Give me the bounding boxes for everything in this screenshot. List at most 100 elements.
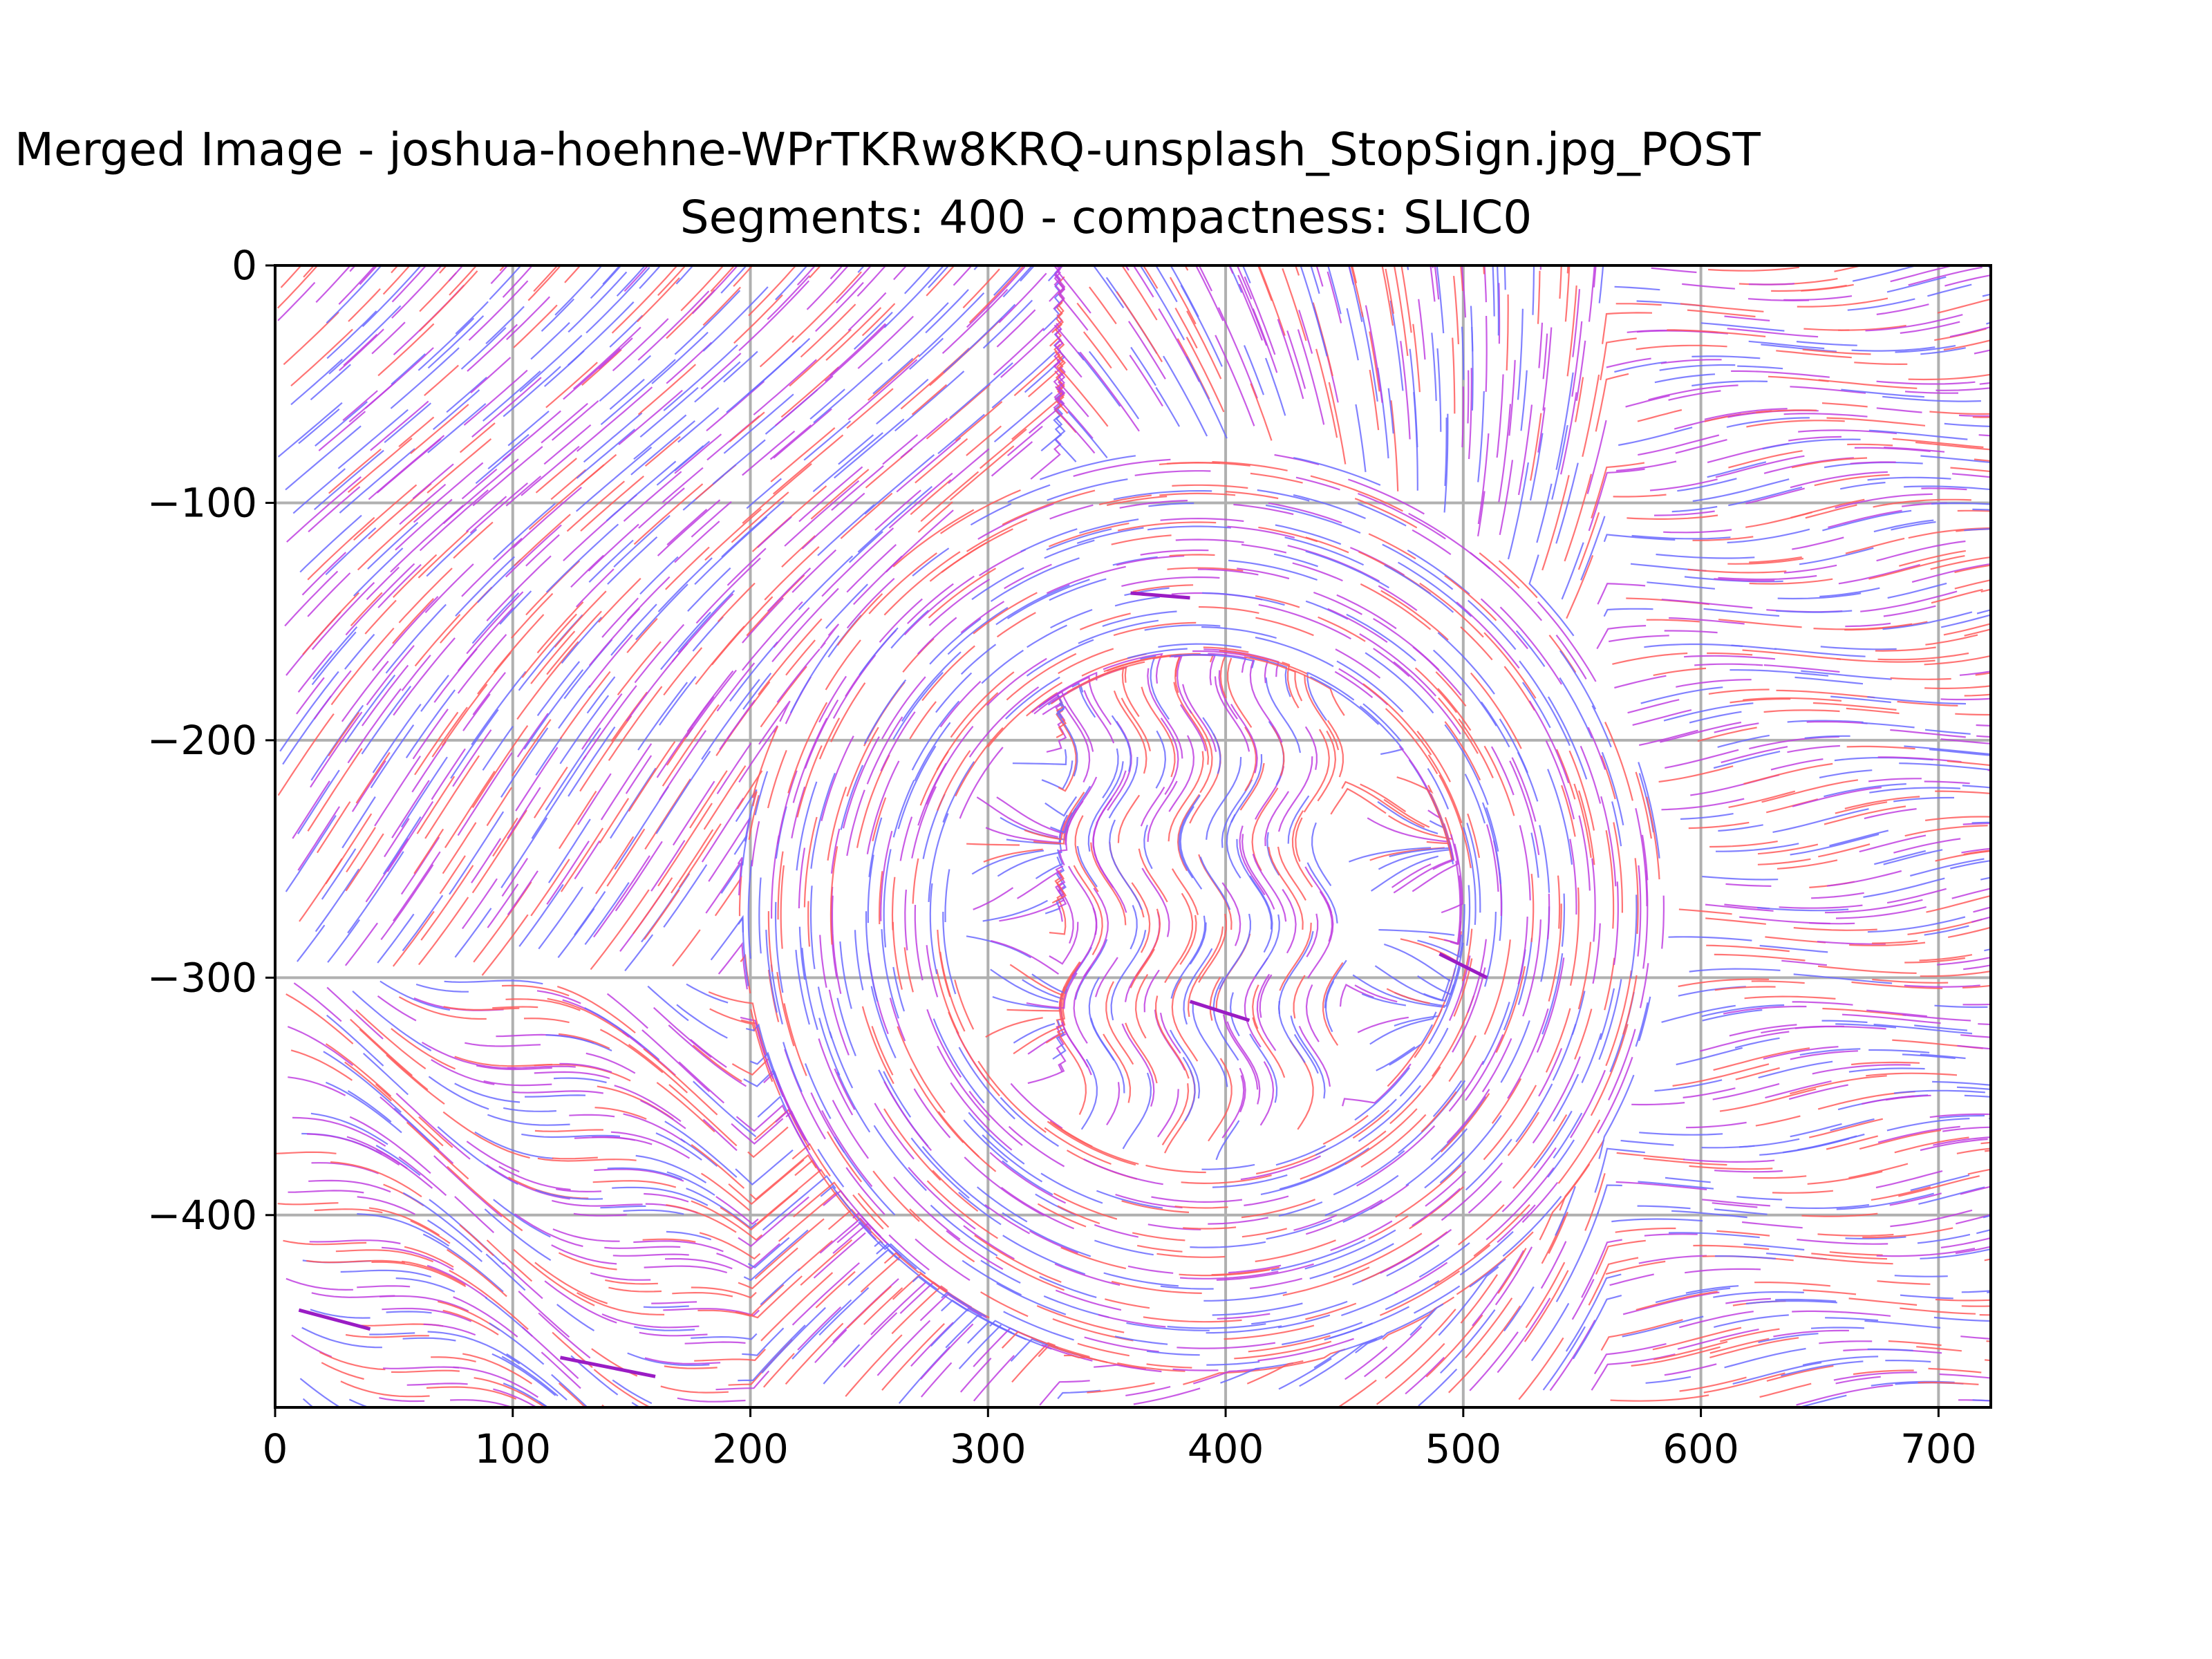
streamline — [618, 389, 683, 446]
streamline — [663, 1308, 760, 1317]
streamline — [428, 1076, 489, 1110]
streamline — [1613, 494, 1667, 498]
streamline — [1257, 489, 1310, 502]
streamline — [883, 1081, 932, 1152]
streamline — [1155, 730, 1167, 789]
streamline — [1904, 745, 1991, 756]
streamline — [1714, 1314, 1789, 1328]
streamline — [1727, 557, 1804, 565]
streamline — [1783, 564, 1837, 574]
streamline — [1250, 383, 1273, 441]
streamline — [697, 1284, 785, 1317]
streamline — [1538, 322, 1544, 368]
streamline — [1600, 988, 1615, 1040]
streamline — [1481, 701, 1510, 748]
streamline — [1713, 1291, 1804, 1298]
streamline — [610, 603, 657, 656]
streamline — [1829, 1251, 1883, 1256]
streamline — [1198, 606, 1259, 614]
streamline — [635, 1154, 707, 1184]
streamline — [1463, 827, 1477, 925]
streamline — [1198, 913, 1228, 983]
streamline — [1255, 1148, 1329, 1175]
streamline — [1470, 306, 1474, 352]
streamline — [1779, 904, 1863, 909]
streamline — [513, 304, 558, 348]
streamline — [948, 1011, 1000, 1097]
streamline — [383, 1183, 424, 1207]
streamline — [1664, 1363, 1717, 1376]
streamline — [1593, 1343, 1667, 1375]
streamline — [601, 1313, 700, 1329]
streamline — [1287, 795, 1310, 844]
streamline — [1700, 1031, 1790, 1052]
streamline — [1709, 841, 1778, 848]
streamline — [1547, 893, 1550, 939]
streamline — [1143, 969, 1160, 1013]
streamline — [1362, 703, 1402, 742]
streamline — [874, 1240, 939, 1291]
streamline — [1935, 790, 1991, 795]
streamline — [1241, 265, 1251, 284]
streamline — [904, 265, 932, 294]
streamline — [599, 798, 630, 844]
streamline — [1790, 1075, 1887, 1095]
streamline — [1883, 605, 1936, 617]
streamline — [1836, 658, 1936, 663]
streamline — [1664, 630, 1718, 634]
streamline — [1929, 749, 1991, 756]
streamline — [1053, 265, 1066, 310]
streamline — [1765, 936, 1826, 944]
streamline — [1835, 493, 1933, 509]
streamline — [1206, 757, 1242, 840]
streamline — [1412, 834, 1459, 892]
streamline — [572, 326, 641, 390]
streamline — [1275, 524, 1342, 545]
streamline — [1928, 1367, 1982, 1374]
streamline — [1781, 959, 1828, 966]
streamline — [1541, 953, 1564, 1035]
streamline — [1214, 676, 1250, 752]
streamline — [594, 1168, 684, 1182]
streamline — [1540, 906, 1550, 982]
streamline — [1887, 582, 1947, 599]
streamline — [1241, 1228, 1287, 1238]
streamline — [1886, 276, 1947, 293]
streamline — [1761, 344, 1837, 353]
streamline — [1483, 939, 1511, 1035]
streamline — [1862, 1227, 1953, 1239]
streamline — [1185, 337, 1225, 413]
streamline — [1470, 672, 1522, 749]
streamline — [288, 1076, 346, 1096]
streamline — [1920, 970, 1991, 977]
streamline — [1490, 746, 1515, 796]
streamline — [659, 676, 697, 726]
streamline — [758, 618, 823, 695]
streamline — [750, 1009, 774, 1082]
streamline — [1481, 1038, 1512, 1093]
streamline — [807, 901, 811, 947]
streamline — [1637, 865, 1642, 957]
streamline — [1687, 309, 1756, 318]
streamline — [644, 778, 691, 850]
streamline — [1026, 972, 1078, 1009]
streamline — [1047, 1121, 1136, 1166]
streamline — [1572, 1295, 1622, 1360]
streamline — [857, 315, 914, 369]
streamline — [1336, 660, 1404, 713]
streamline — [1638, 434, 1720, 456]
streamline — [846, 1285, 892, 1329]
streamline — [1581, 1033, 1602, 1083]
streamlines — [275, 265, 1991, 1407]
streamline — [803, 420, 852, 461]
streamline — [551, 400, 599, 441]
streamline — [530, 630, 576, 684]
streamline — [582, 685, 637, 760]
streamline — [909, 337, 944, 371]
streamline — [712, 439, 766, 485]
streamline — [1511, 757, 1537, 822]
streamline — [628, 741, 676, 812]
streamline — [1937, 298, 1991, 314]
